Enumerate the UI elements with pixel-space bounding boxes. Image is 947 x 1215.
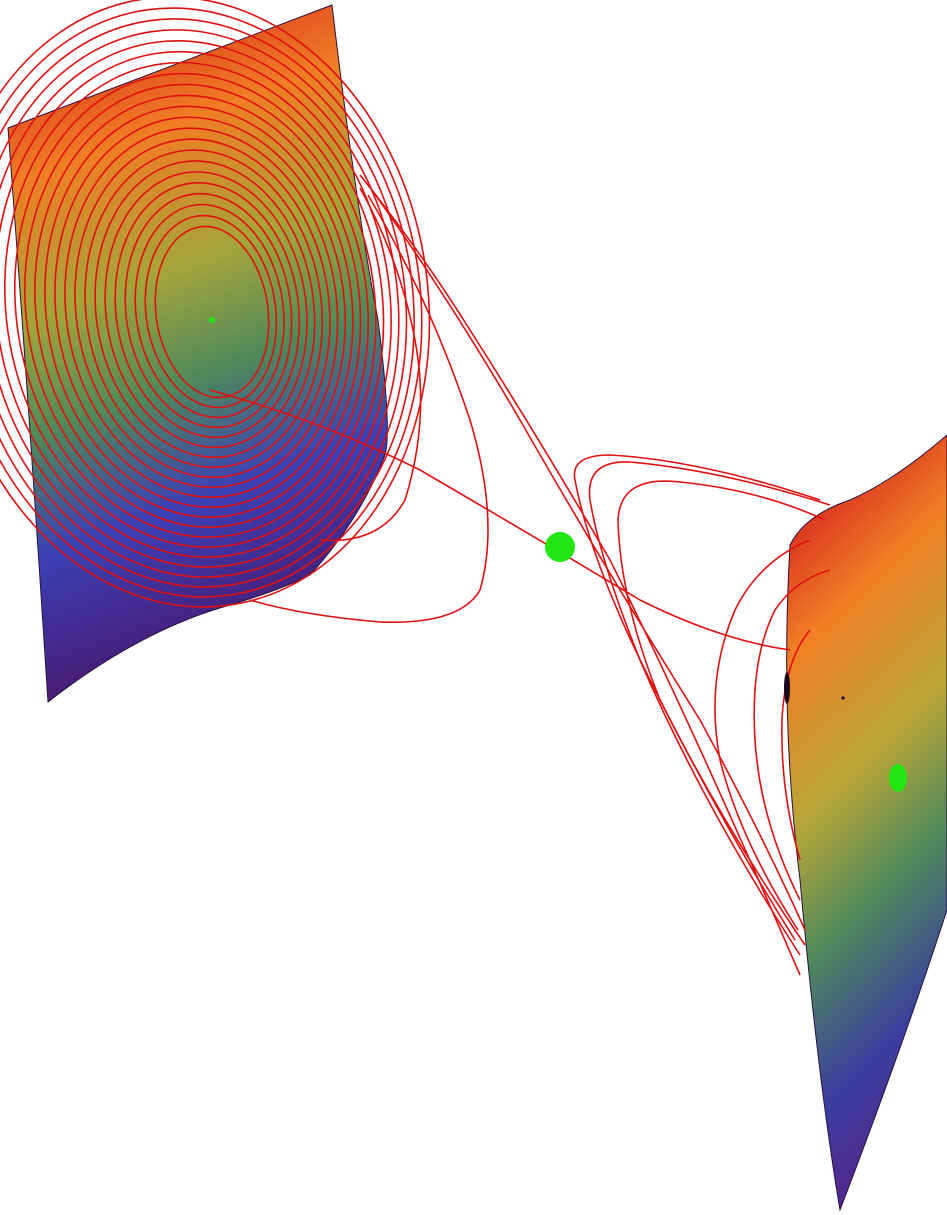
left-spiral-trajectories xyxy=(0,0,431,608)
spiral-ring xyxy=(0,29,408,578)
spiral-ring xyxy=(34,94,362,518)
trajectory-right-loop-3 xyxy=(617,480,826,946)
spiral-ring xyxy=(124,192,293,429)
connecting-trajectories xyxy=(209,174,831,976)
right-surface-dark-mark xyxy=(784,672,790,704)
spiral-ring xyxy=(134,203,285,419)
right-manifold-sheet xyxy=(786,434,947,1212)
right-focus-point xyxy=(889,764,907,792)
spiral-ring xyxy=(64,127,339,489)
spiral-ring xyxy=(0,50,392,558)
spiral-ring xyxy=(0,7,423,598)
right-surface-dark-dot xyxy=(841,696,845,700)
trajectory-right-loop-6 xyxy=(781,629,811,861)
spiral-ring xyxy=(94,160,316,459)
spiral-ring xyxy=(54,116,347,499)
spiral-ring xyxy=(3,61,385,548)
spiral-ring xyxy=(74,138,331,479)
saddle-point xyxy=(545,532,575,562)
spiral-ring xyxy=(104,171,308,449)
spiral-ring xyxy=(44,105,354,508)
left-focus-point xyxy=(209,317,215,323)
trajectory-cross-3 xyxy=(359,174,801,976)
trajectory-right-loop-2 xyxy=(588,461,831,956)
trajectory-right-loop-1 xyxy=(573,454,821,941)
spiral-ring xyxy=(144,214,278,409)
trajectory-right-loop-5 xyxy=(753,569,831,901)
spiral-ring xyxy=(154,225,270,399)
spiral-ring xyxy=(24,83,369,528)
spiral-ring xyxy=(14,72,377,538)
trajectory-cross-1 xyxy=(371,189,806,931)
spiral-ring xyxy=(0,18,415,588)
spiral-ring xyxy=(0,40,400,568)
spiral-ring xyxy=(114,182,301,439)
trajectory-right-loop-4 xyxy=(714,539,811,931)
spiral-ring xyxy=(84,149,324,469)
trajectory-outer-left xyxy=(319,187,422,542)
trajectory-loop-left xyxy=(249,194,489,624)
left-manifold-sheet xyxy=(7,4,388,703)
trajectory-cross-2 xyxy=(209,389,791,651)
